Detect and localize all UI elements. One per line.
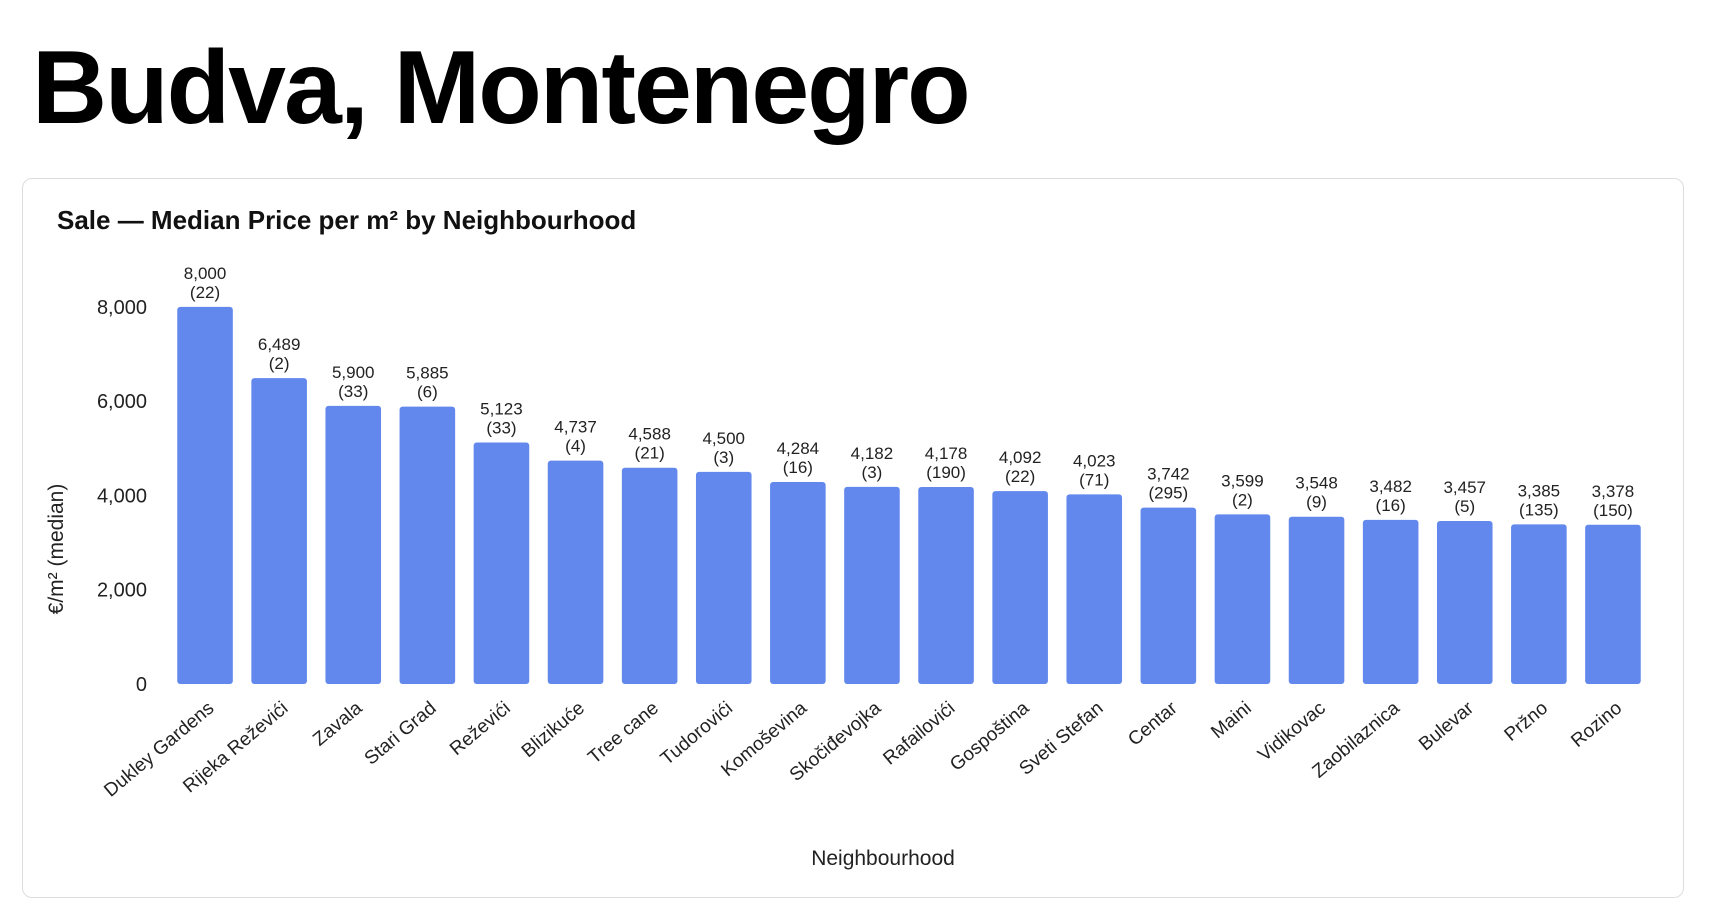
x-tick-label: Blizikuće <box>518 698 589 762</box>
chart-title: Sale — Median Price per m² by Neighbourh… <box>57 205 637 235</box>
bar-value-label: 3,599 <box>1221 471 1264 490</box>
bar-count-label: (21) <box>635 444 665 463</box>
bar <box>473 442 530 684</box>
bar-count-label: (22) <box>190 283 220 302</box>
bar <box>1066 494 1123 684</box>
x-tick-label: Reževići <box>446 698 515 760</box>
bar-count-label: (135) <box>1519 500 1559 519</box>
y-tick-label: 6,000 <box>97 391 147 413</box>
bar <box>1585 524 1641 684</box>
y-axis-title: €/m² (median) <box>45 484 68 615</box>
bar-value-label: 4,182 <box>851 444 894 463</box>
bar <box>1214 514 1271 684</box>
bar <box>1362 519 1419 684</box>
bar-value-label: 3,457 <box>1443 478 1486 497</box>
y-tick-label: 2,000 <box>97 580 147 602</box>
bar-value-label: 5,123 <box>480 399 523 418</box>
y-tick-label: 0 <box>136 674 147 696</box>
bar-value-label: 4,500 <box>702 429 745 448</box>
x-axis-title: Neighbourhood <box>811 847 955 870</box>
x-tick-label: Maini <box>1207 698 1255 743</box>
bar <box>547 460 604 684</box>
bar-value-label: 8,000 <box>184 264 227 283</box>
x-tick-label: Tree cane <box>584 698 662 769</box>
bar-count-label: (33) <box>486 418 516 437</box>
y-tick-label: 8,000 <box>97 297 147 319</box>
page-title: Budva, Montenegro <box>32 30 971 146</box>
bar <box>177 306 233 684</box>
x-tick-label: Vidikovac <box>1254 698 1330 766</box>
bar-value-label: 4,588 <box>628 425 671 444</box>
bar-count-label: (150) <box>1593 501 1633 520</box>
bar-count-label: (3) <box>862 463 883 482</box>
bar <box>844 486 900 684</box>
bar <box>621 467 678 684</box>
bar <box>918 487 974 684</box>
bar <box>1288 516 1345 684</box>
bar <box>251 378 307 684</box>
bar-value-label: 3,385 <box>1518 481 1561 500</box>
bar-value-label: 3,378 <box>1592 482 1635 501</box>
bar-count-label: (4) <box>565 437 586 456</box>
bar <box>1436 521 1493 684</box>
bar-count-label: (71) <box>1079 470 1109 489</box>
bar <box>770 482 826 684</box>
x-tick-label: Rozino <box>1567 698 1626 752</box>
bar-count-label: (2) <box>1232 490 1253 509</box>
chart-card: Sale — Median Price per m² by Neighbourh… <box>22 178 1684 898</box>
bar-count-label: (6) <box>417 383 438 402</box>
bar <box>695 471 752 684</box>
bar-count-label: (3) <box>713 448 734 467</box>
bar <box>1140 507 1197 684</box>
x-tick-label: Stari Grad <box>361 698 441 770</box>
y-axis: 0 2,000 4,000 6,000 8,000 <box>97 297 147 696</box>
bar-count-label: (16) <box>783 458 813 477</box>
bar <box>992 491 1048 684</box>
bar-value-label: 3,482 <box>1369 477 1412 496</box>
bar-count-label: (2) <box>269 354 290 373</box>
bar-count-label: (22) <box>1005 467 1035 486</box>
bar-count-label: (295) <box>1149 484 1189 503</box>
bar-value-label: 4,092 <box>999 448 1042 467</box>
bar <box>325 405 382 684</box>
bar-value-label: 3,742 <box>1147 465 1190 484</box>
bar-value-label: 4,023 <box>1073 451 1116 470</box>
bar-value-label: 4,284 <box>777 439 820 458</box>
bar-value-label: 5,885 <box>406 364 449 383</box>
x-tick-label: Centar <box>1124 697 1182 750</box>
bar-value-label: 3,548 <box>1295 474 1338 493</box>
bar <box>399 406 456 684</box>
y-tick-label: 4,000 <box>97 485 147 507</box>
bar-value-label: 4,178 <box>925 444 968 463</box>
bar-count-label: (9) <box>1306 493 1327 512</box>
bar-count-label: (16) <box>1376 496 1406 515</box>
x-tick-label: Zavala <box>309 697 367 750</box>
x-tick-label: Bulevar <box>1415 697 1478 755</box>
bars: 8,000(22)6,489(2) 5,900(33)5,885(6)5,123(… <box>177 264 1641 684</box>
bar-value-label: 5,900 <box>332 363 375 382</box>
bar-count-label: (5) <box>1454 497 1475 516</box>
bar-value-label: 4,737 <box>554 418 597 437</box>
x-tick-label: Pržno <box>1501 698 1553 746</box>
bar-count-label: (33) <box>338 382 368 401</box>
bar-count-label: (190) <box>926 463 966 482</box>
bar <box>1511 524 1567 684</box>
bar-value-label: 6,489 <box>258 335 301 354</box>
